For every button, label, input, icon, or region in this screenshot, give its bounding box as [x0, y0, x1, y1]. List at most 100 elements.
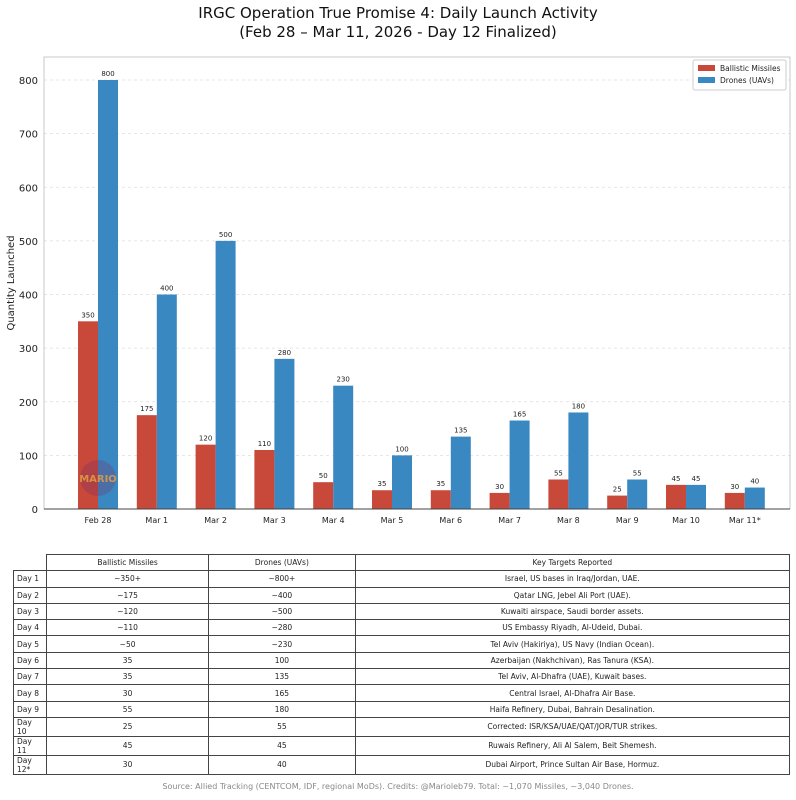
bar-missiles	[548, 479, 569, 509]
data-label-drones: 55	[633, 470, 642, 478]
table-cell: ~50	[45, 635, 210, 653]
table-cell: Azerbaijan (Nakhchivan), Ras Tanura (KSA…	[354, 651, 791, 670]
table-cell: Day 1	[13, 570, 47, 588]
bar-missiles	[254, 450, 275, 509]
bar-drones	[509, 420, 530, 509]
chart-title: IRGC Operation True Promise 4: Daily Lau…	[0, 4, 796, 42]
title-line: IRGC Operation True Promise 4: Daily Lau…	[198, 4, 598, 22]
table-cell: ~280	[208, 619, 356, 637]
y-axis-label: Quantity Launched	[6, 235, 17, 330]
table-header-cell	[13, 554, 47, 572]
bar-drones	[215, 240, 236, 509]
legend: Ballistic Missiles Drones (UAVs)	[692, 59, 787, 91]
data-label-missiles: 350	[81, 311, 94, 319]
data-table: Ballistic Missiles Drones (UAVs) Key Targe…	[13, 553, 791, 775]
table-cell: 55	[45, 700, 210, 718]
table-header-cell: Drones (UAVs)	[208, 553, 356, 572]
table-cell: ~800+	[208, 570, 356, 588]
x-tick-label: Mar 5	[381, 516, 404, 525]
x-tick-label: Mar 7	[498, 516, 521, 525]
bar-chart: 0 100 200 300 400 500 600 700 800 350 800 175 400 12…	[6, 56, 791, 525]
table-cell: Day 12*	[13, 754, 47, 775]
legend-label-drones: Drones (UAVs)	[720, 76, 774, 85]
table-cell: Corrected: ISR/KSA/UAE/QAT/JOR/TUR strik…	[354, 716, 791, 737]
table-cell: 35	[45, 651, 210, 670]
bars: 350 800 175 400 120 500 110 280 50 230 35 100 35 135 3…	[78, 70, 765, 509]
table-cell: ~350+	[45, 570, 210, 588]
data-label-missiles: 110	[258, 440, 271, 448]
table-cell: ~230	[208, 635, 356, 653]
data-label-missiles: 35	[436, 480, 445, 488]
table-cell: 25	[45, 716, 210, 737]
y-tick-label: 800	[19, 76, 38, 87]
table-cell: Dubai Airport, Prince Sultan Air Base, H…	[354, 754, 791, 775]
table-row: Day 9 55 180 Haifa Refinery, Dubai, Bahrain…	[13, 700, 791, 718]
table-cell: Day 11	[13, 735, 47, 756]
bar-missiles	[195, 444, 216, 509]
bar-missiles	[313, 482, 334, 509]
subtitle-line: (Feb 28 – Mar 11, 2026 - Day 12 Finalize…	[239, 23, 557, 41]
bar-drones	[274, 358, 295, 509]
bar-drones	[156, 294, 177, 509]
x-tick-label: Mar 10	[672, 516, 700, 525]
table-row: Day 8 30 165 Central Israel, Al-Dhafra Air …	[13, 684, 791, 702]
table-cell: 135	[208, 668, 356, 686]
table-cell: ~110	[45, 619, 210, 637]
table-cell: 55	[208, 716, 356, 737]
table-cell: Day 4	[13, 619, 47, 637]
table-cell: Haifa Refinery, Dubai, Bahrain Desalinat…	[354, 700, 791, 718]
y-tick-label: 100	[19, 451, 38, 462]
legend-swatch-drones	[698, 77, 715, 83]
table-cell: 30	[45, 754, 210, 775]
bar-missiles	[372, 490, 392, 509]
table-row: Day 6 35 100 Azerbaijan (Nakhchivan), Ras T…	[13, 651, 791, 670]
y-tick-label: 400	[19, 291, 38, 302]
data-label-drones: 135	[454, 427, 467, 435]
table-cell: Day 2	[13, 586, 47, 604]
table-row: Day 5 ~50 ~230 Tel Aviv (Hakiriya), US Navy…	[13, 635, 791, 653]
bar-missiles	[607, 495, 628, 509]
x-tick-label: Mar 3	[263, 516, 286, 525]
table-cell: Israel, US bases in Iraq/Jordan, UAE.	[354, 570, 791, 588]
x-tick-label: Mar 11*	[729, 516, 761, 525]
data-label-drones: 280	[278, 349, 291, 357]
x-tick-label: Mar 9	[616, 516, 639, 525]
x-tick-label: Mar 8	[557, 516, 580, 525]
table-cell: ~500	[208, 602, 356, 621]
bar-missiles	[489, 492, 510, 509]
bar-missiles	[136, 415, 157, 509]
table-cell: 45	[208, 735, 356, 756]
legend-swatch-missiles	[698, 65, 715, 71]
table-cell: Day 10	[13, 716, 47, 737]
data-label-missiles: 175	[140, 405, 153, 413]
table-cell: 45	[45, 735, 210, 756]
legend-label-missiles: Ballistic Missiles	[720, 64, 781, 73]
bar-drones	[98, 80, 118, 509]
table-cell: ~120	[45, 602, 210, 621]
table-row: Day 7 35 135 Tel Aviv, Al-Dhafra (UAE), Kuw…	[13, 668, 791, 686]
data-label-drones: 100	[395, 445, 408, 453]
data-label-missiles: 45	[672, 475, 681, 483]
table-cell: ~400	[208, 586, 356, 604]
data-label-drones: 45	[692, 475, 701, 483]
table-header-cell: Key Targets Reported	[354, 553, 791, 572]
data-label-drones: 400	[160, 285, 173, 293]
table-cell: Ruwais Refinery, Ali Al Salem, Beit Shem…	[354, 735, 791, 756]
bar-missiles	[430, 490, 451, 509]
watermark-text: MARIO	[79, 474, 117, 485]
data-label-missiles: 120	[199, 435, 212, 443]
table-cell: Tel Aviv, Al-Dhafra (UAE), Kuwait bases.	[354, 668, 791, 686]
table-cell: Day 6	[13, 651, 47, 670]
table-row: Day 2 ~175 ~400 Qatar LNG, Jebel Ali Port (…	[13, 586, 791, 604]
x-tick-label: Mar 2	[204, 516, 227, 525]
table-cell: Qatar LNG, Jebel Ali Port (UAE).	[354, 586, 791, 604]
bar-drones	[627, 479, 648, 509]
data-label-drones: 230	[337, 376, 350, 384]
table-cell: 180	[208, 700, 356, 718]
y-tick-label: 0	[32, 505, 38, 516]
table-row: Day 10 25 55 Corrected: ISR/KSA/UAE/QAT/JOR…	[13, 716, 791, 737]
table-row: Day 3 ~120 ~500 Kuwaiti airspace, Saudi bor…	[13, 602, 791, 621]
table-cell: 30	[45, 684, 210, 702]
table-row: Day 12* 30 40 Dubai Airport, Prince Sultan …	[13, 754, 791, 775]
